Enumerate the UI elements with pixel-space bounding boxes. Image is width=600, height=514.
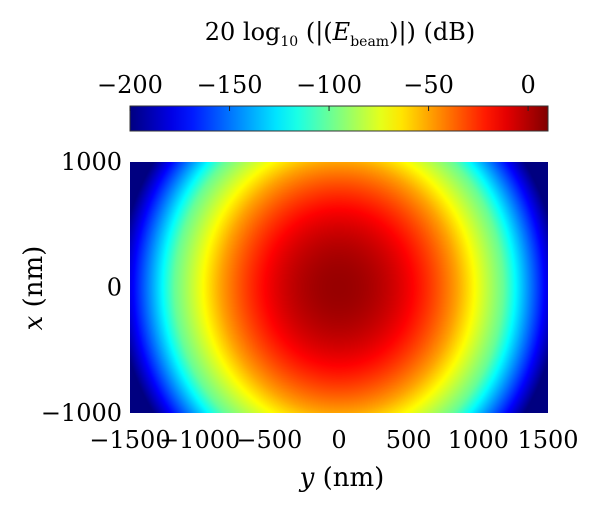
heatmap-plot-area [130,162,548,413]
colorbar-ticks [129,106,529,111]
colorbar-label-prefix: 20 log [205,18,281,46]
y-tick-label: 1000 [61,148,122,176]
x-tick-label: −1500 [89,426,170,454]
svg-text:20 log10 (|(Ebeam)|) (dB): 20 log10 (|(Ebeam)|) (dB) [205,18,476,50]
x-axis-label-var: y [299,463,315,493]
y-axis-label-var: x [19,315,49,330]
x-tick-labels: −1500−1000−500 0 500 1000 1500 [89,426,578,454]
colorbar-tick-label: −200 [97,71,163,99]
x-tick-label: 500 [386,426,432,454]
colorbar-label-var-sub: beam [350,34,389,50]
colorbar-label-var: E [332,18,351,46]
colorbar-tick-label: −100 [296,71,362,99]
y-axis-label: x (nm) [19,246,49,331]
colorbar-label-close: )|) (dB) [389,18,475,47]
y-tick-label: 0 [107,274,122,302]
colorbar-tick-label: 0 [520,71,535,99]
colorbar-label-open: (|( [298,18,332,47]
colorbar [129,105,549,132]
colorbar-label-log-base: 10 [280,34,298,50]
x-axis-label-unit: (nm) [314,463,384,493]
y-tick-label: −1000 [41,399,122,427]
y-tick-labels: −1000 0 1000 [41,148,122,427]
colorbar-tick-label: −150 [197,71,263,99]
colorbar-tick-labels: −200 −150 −100 −50 0 [97,71,536,99]
colorbar-tick-label: −50 [403,71,454,99]
x-tick-label: −500 [236,426,302,454]
x-tick-label: 0 [331,426,346,454]
x-axis-label: y (nm) [299,463,385,493]
x-tick-label: −1000 [159,426,240,454]
colorbar-title: 20 log10 (|(Ebeam)|) (dB) [205,18,476,50]
x-tick-label: 1000 [448,426,509,454]
y-axis-label-unit: (nm) [19,246,49,316]
x-tick-label: 1500 [517,426,578,454]
